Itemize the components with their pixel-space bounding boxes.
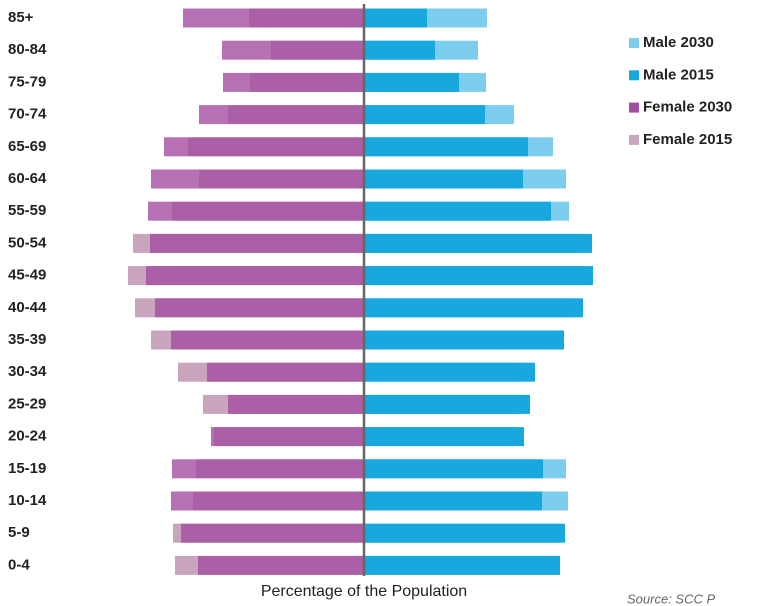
bar <box>172 459 364 479</box>
category-label: 40-44 <box>8 299 47 316</box>
category-label: 15-19 <box>8 460 46 477</box>
bar <box>151 169 364 189</box>
bar <box>228 394 364 414</box>
bar <box>364 105 485 125</box>
legend-swatch <box>629 102 639 113</box>
legend-swatch <box>629 134 639 145</box>
bar <box>155 298 364 318</box>
bar <box>364 459 543 479</box>
bar <box>171 330 364 350</box>
category-label: 0-4 <box>8 556 30 573</box>
category-label: 30-34 <box>8 363 47 380</box>
category-label: 80-84 <box>8 41 47 58</box>
bar <box>364 233 592 253</box>
category-label: 50-54 <box>8 234 47 251</box>
bar <box>211 427 364 447</box>
legend-label: Female 2030 <box>643 99 732 116</box>
bar <box>146 266 364 286</box>
category-label: 10-14 <box>8 492 47 509</box>
bar <box>364 298 583 318</box>
bar <box>364 8 427 28</box>
category-label: 5-9 <box>8 524 30 541</box>
category-label: 60-64 <box>8 170 47 187</box>
bar <box>164 137 364 157</box>
bar <box>198 555 364 575</box>
bar <box>171 491 364 511</box>
category-label: 75-79 <box>8 73 46 90</box>
bar <box>223 72 364 92</box>
legend-label: Male 2030 <box>643 34 714 51</box>
x-axis-label: Percentage of the Population <box>261 583 467 600</box>
bar <box>148 201 364 221</box>
category-label: 65-69 <box>8 138 46 155</box>
bar <box>150 233 364 253</box>
bar <box>364 362 535 382</box>
legend-label: Male 2015 <box>643 66 714 83</box>
bar <box>364 201 551 221</box>
bar <box>364 137 528 157</box>
category-label: 70-74 <box>8 106 47 123</box>
bar <box>364 266 593 286</box>
category-label: 45-49 <box>8 267 46 284</box>
legend-label: Female 2015 <box>643 131 732 148</box>
bar <box>199 105 364 125</box>
bar <box>183 8 364 28</box>
legend-swatch <box>629 70 639 81</box>
bar <box>364 330 564 350</box>
category-label: 55-59 <box>8 202 46 219</box>
bar <box>364 169 523 189</box>
bar <box>222 40 364 60</box>
bar <box>364 72 459 92</box>
bar <box>364 394 530 414</box>
category-label: 35-39 <box>8 331 46 348</box>
bar <box>364 491 542 511</box>
bar <box>364 555 560 575</box>
category-label: 25-29 <box>8 395 46 412</box>
category-label: 20-24 <box>8 428 47 445</box>
bar <box>364 523 565 543</box>
source: Source: SCC P <box>627 591 715 606</box>
bar <box>181 523 364 543</box>
bar <box>207 362 364 382</box>
legend-swatch <box>629 38 639 48</box>
bar <box>364 40 435 60</box>
bar <box>364 427 524 447</box>
category-label: 85+ <box>8 9 34 26</box>
